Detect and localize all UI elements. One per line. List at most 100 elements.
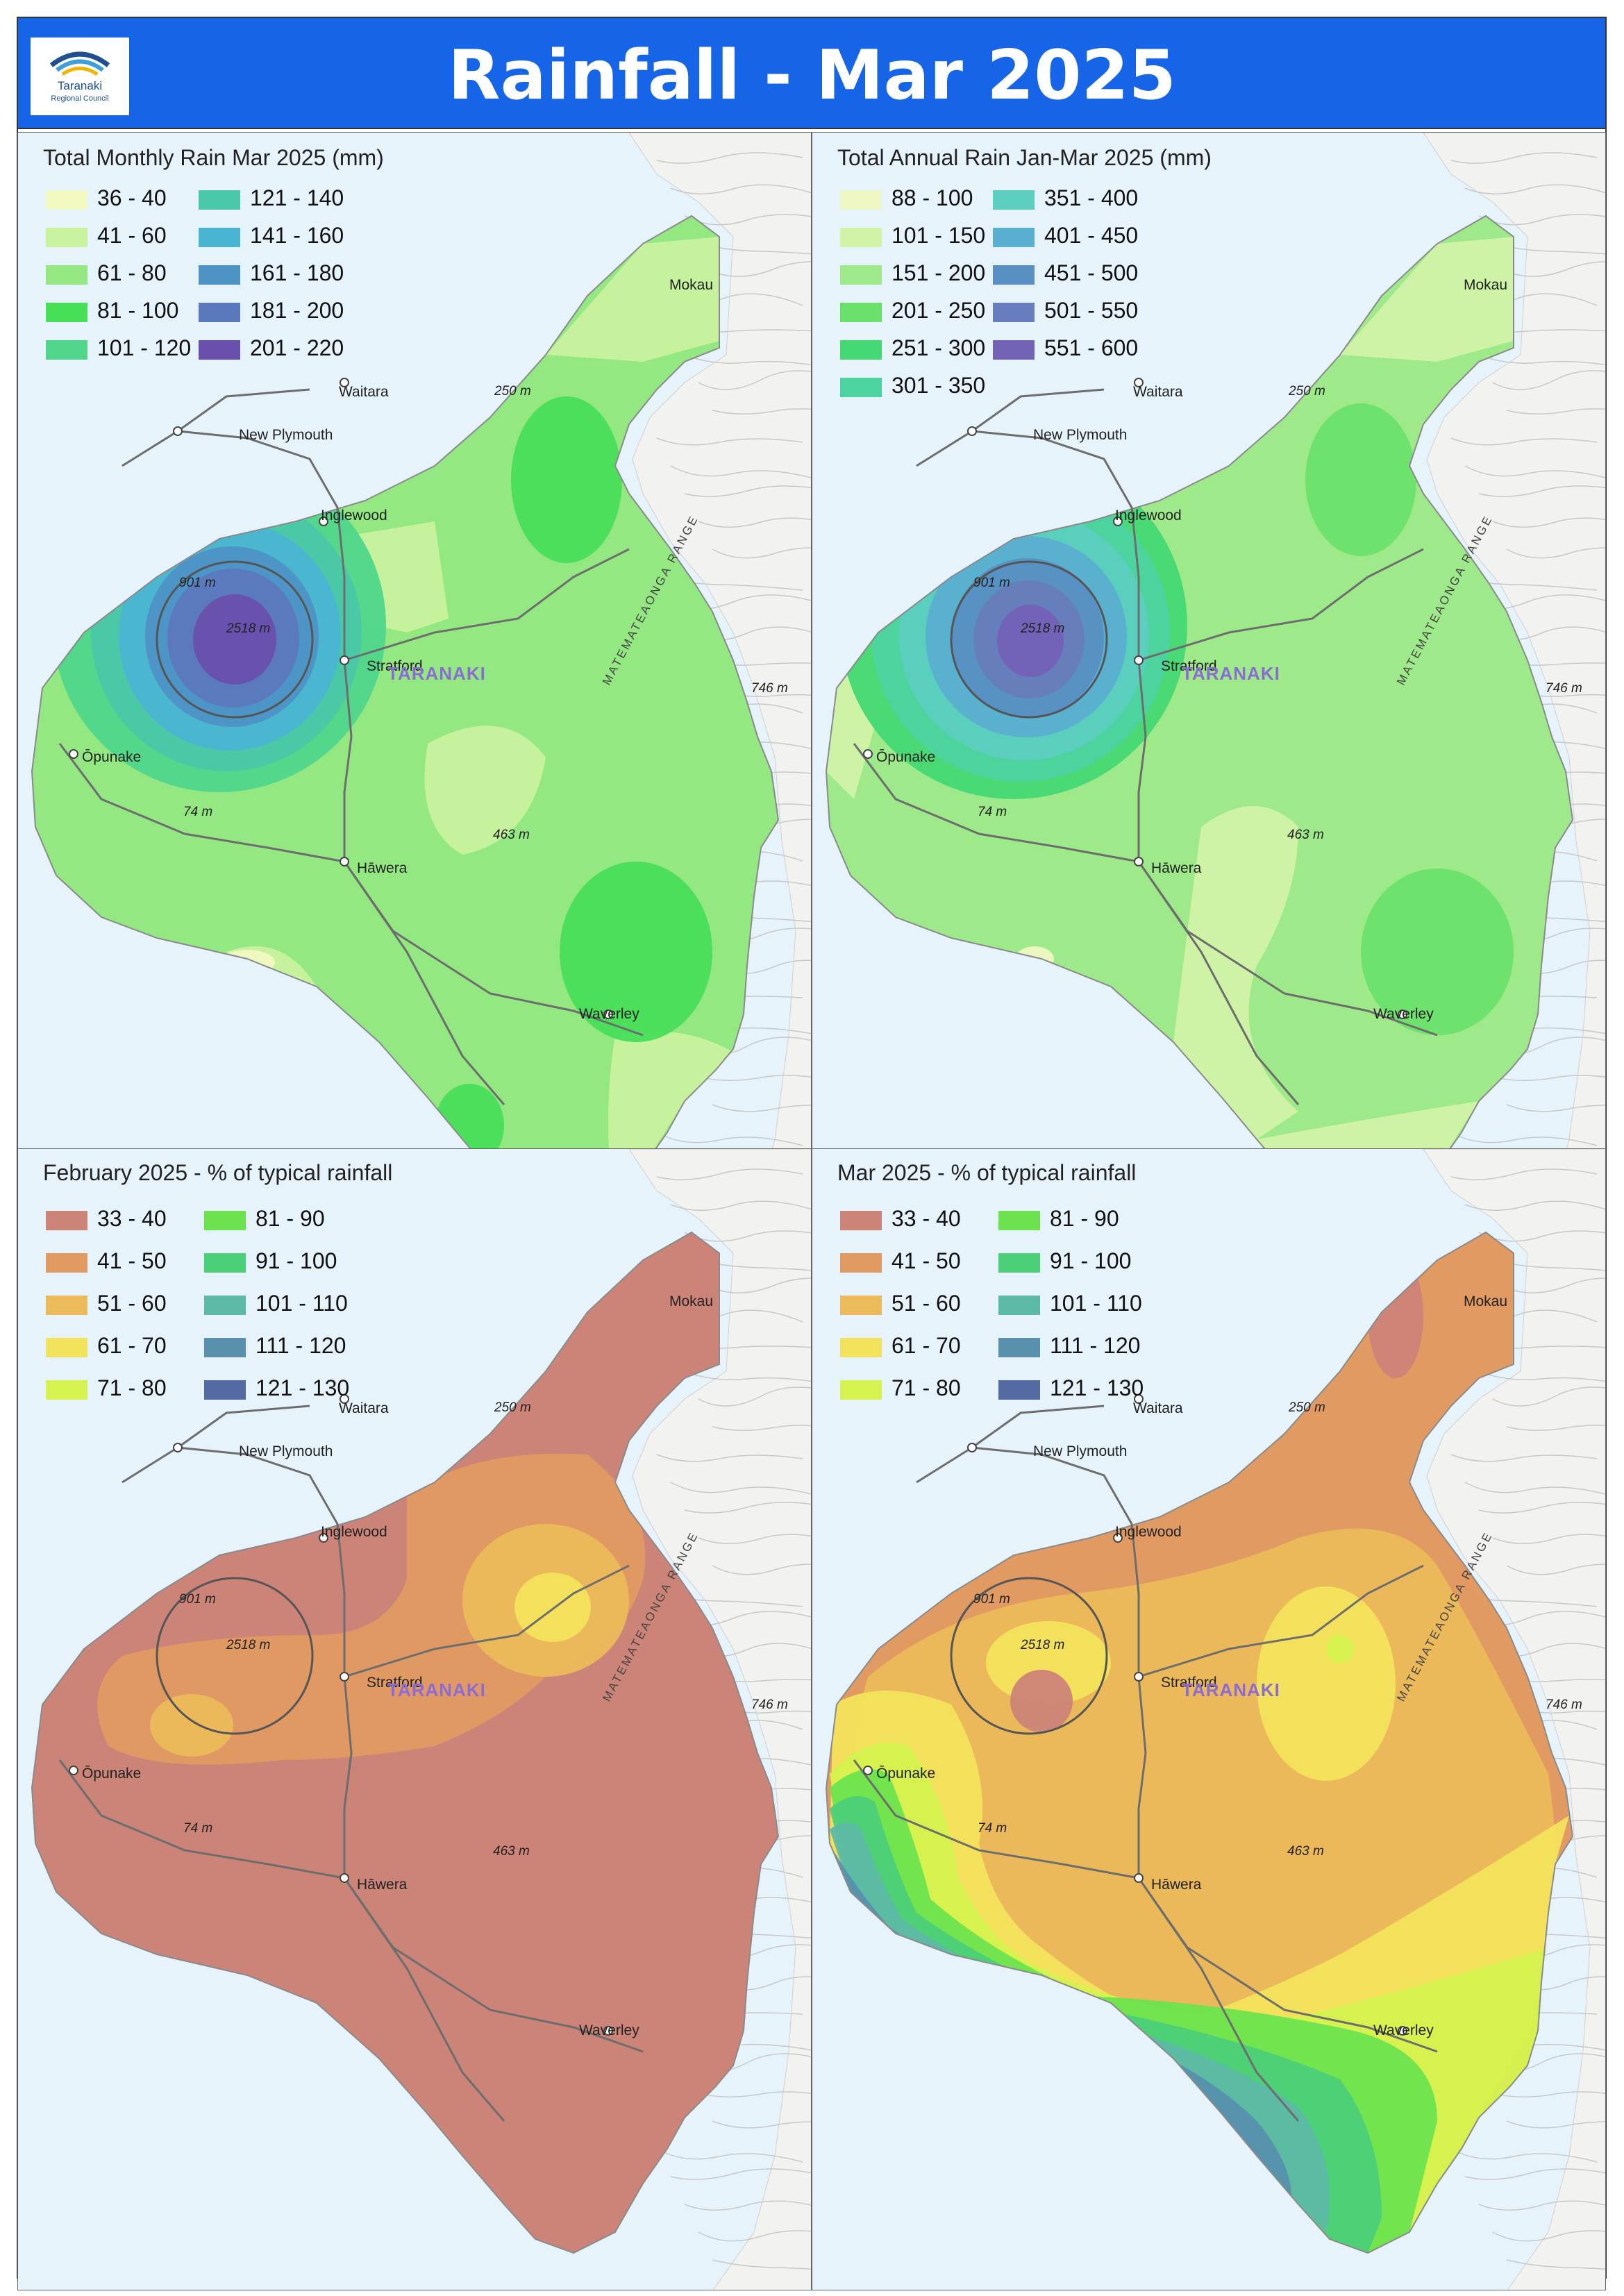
waverley-label: Waverley <box>579 1006 639 1022</box>
legend-title: February 2025 - % of typical rainfall <box>43 1160 393 1185</box>
rainfall-zone <box>219 950 275 975</box>
town-marker <box>1398 2026 1407 2036</box>
legend-item: 181 - 200 <box>199 298 344 324</box>
elevation-250-label: 250 m <box>494 384 531 399</box>
waitara-label: Waitara <box>1133 384 1183 400</box>
town-marker <box>340 1873 349 1883</box>
rainfall-zone <box>150 1694 233 1757</box>
road-line <box>344 1564 630 1678</box>
stratford-label: Stratford <box>1161 658 1217 674</box>
terrain-ridge-line <box>1506 2120 1605 2129</box>
legend-item: 81 - 90 <box>204 1206 325 1232</box>
terrain-ridge-line <box>698 2230 811 2242</box>
elevation-2518-label: 2518 m <box>1021 1638 1065 1652</box>
terrain-ridge-line <box>712 1425 811 1431</box>
terrain-ridge-line <box>712 547 811 559</box>
legend-label: 121 - 130 <box>1050 1375 1144 1400</box>
elevation-2518-label: 2518 m <box>226 621 271 636</box>
legend-item: 33 - 40 <box>840 1206 961 1232</box>
rainfall-zone <box>560 862 712 1042</box>
legend-item: 61 - 70 <box>46 1333 167 1359</box>
terrain-ridge-line <box>1506 547 1605 559</box>
legend-item: 121 - 140 <box>199 185 344 211</box>
terrain-ridge-line <box>1478 354 1605 366</box>
waitara-label: Waitara <box>339 1400 389 1416</box>
inglewood-label: Inglewood <box>321 1524 387 1540</box>
elevation-250-label: 250 m <box>494 1400 531 1415</box>
terrain-ridge-line <box>1464 465 1605 478</box>
inglewood-label: Inglewood <box>1115 508 1182 523</box>
logo-subtext: Regional Council <box>51 94 109 103</box>
national-park-boundary <box>156 1577 314 1735</box>
town-marker <box>1113 517 1123 526</box>
new-plymouth-label: New Plymouth <box>1033 427 1128 443</box>
road-line <box>1137 861 1300 1105</box>
rainfall-zone <box>1368 1253 1423 1378</box>
legend-item: 111 - 120 <box>998 1333 1140 1359</box>
legend-item: 401 - 450 <box>993 223 1138 249</box>
page-title: Rainfall - Mar 2025 <box>448 36 1176 115</box>
opunake-label: Ōpunake <box>82 1766 142 1782</box>
rainfall-zone <box>1340 237 1514 362</box>
legend-swatch <box>998 1210 1040 1230</box>
terrain-ridge-line <box>1492 1386 1605 1407</box>
road-line <box>853 743 1139 863</box>
terrain-ridge-line <box>1506 261 1605 277</box>
legend-swatch <box>998 1337 1040 1357</box>
town-marker <box>340 378 349 387</box>
legend-swatch <box>46 1337 87 1357</box>
legend-title: Total Monthly Rain Mar 2025 (mm) <box>43 145 384 170</box>
legend-label: 41 - 60 <box>97 223 167 248</box>
elevation-74-label: 74 m <box>183 1821 213 1836</box>
legend-swatch <box>840 1295 882 1315</box>
town-marker <box>967 426 977 436</box>
legend-item: 88 - 100 <box>840 185 973 211</box>
town-marker <box>603 1009 613 1019</box>
legend-item: 51 - 60 <box>840 1291 961 1316</box>
legend-item: 141 - 160 <box>199 223 344 249</box>
legend-label: 501 - 550 <box>1044 298 1139 323</box>
elevation-2518-label: 2518 m <box>226 1638 271 1652</box>
town-marker <box>173 426 183 436</box>
rainfall-zone <box>514 1573 591 1642</box>
region-boundary <box>31 215 780 1238</box>
road-line <box>343 1877 505 2122</box>
town-marker <box>319 517 328 526</box>
mokau-label: Mokau <box>669 1293 714 1309</box>
elevation-250-label: 250 m <box>1289 384 1325 399</box>
town-marker <box>69 1766 78 1775</box>
legend-item: 41 - 60 <box>46 223 167 249</box>
legend-item: 71 - 80 <box>840 1375 961 1401</box>
terrain-ridge-line <box>712 261 811 277</box>
new-plymouth-label: New Plymouth <box>1033 1443 1128 1459</box>
legend-label: 51 - 60 <box>97 1291 167 1316</box>
map-panel-monthly-rain: Mokau Waitara New Plymouth Inglewood Stratfo… <box>17 132 812 1274</box>
elevation-2518-label: 2518 m <box>1021 621 1065 636</box>
map-panel-mar-percent: Mokau Waitara New Plymouth Inglewood Stratfo… <box>812 1148 1606 2290</box>
road-line <box>971 430 1438 1037</box>
legend-label: 151 - 200 <box>891 260 986 285</box>
inglewood-label: Inglewood <box>321 508 387 523</box>
legend-label: 88 - 100 <box>891 185 973 210</box>
legend-item: 201 - 220 <box>199 335 344 361</box>
region-name-label: TARANAKI <box>1182 663 1280 684</box>
terrain-ridge-line <box>684 2200 811 2211</box>
legend-label: 301 - 350 <box>891 373 986 398</box>
legend-label: 41 - 50 <box>97 1248 167 1273</box>
terrain-ridge-line <box>1506 2259 1605 2270</box>
terrain-ridge-line <box>1506 1104 1605 1112</box>
terrain-ridge-line <box>670 184 811 194</box>
town-marker <box>340 857 349 866</box>
map-panel-annual-rain: Mokau Waitara New Plymouth Inglewood Stratfo… <box>812 132 1606 1274</box>
terrain-ridge-line <box>698 517 811 528</box>
terrain-ridge-line <box>712 1564 811 1575</box>
legend-item: 101 - 150 <box>840 223 985 249</box>
legend-label: 41 - 50 <box>891 1248 961 1273</box>
rainfall-zone <box>1173 806 1298 1139</box>
road-line <box>971 1446 1438 2053</box>
logo-waves-icon <box>49 51 110 76</box>
terrain-ridge-line <box>670 1482 811 1495</box>
town-marker <box>863 1766 873 1775</box>
legend-item: 151 - 200 <box>840 260 985 286</box>
terrain-ridge-line <box>1464 184 1605 194</box>
